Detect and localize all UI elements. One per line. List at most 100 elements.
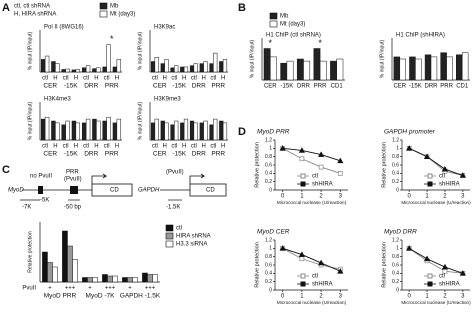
- group-label: DRR: [192, 151, 206, 158]
- bar: [116, 59, 122, 73]
- x-tick-label: 2: [319, 194, 323, 200]
- marker: [279, 245, 286, 251]
- marker: [298, 147, 305, 153]
- site-label: no PvuII: [30, 174, 52, 180]
- chart-title: GAPDH promoter: [384, 129, 436, 136]
- bar: [85, 65, 91, 73]
- x-tick-label: ctl: [83, 144, 89, 150]
- bar: [122, 277, 128, 283]
- bar: [152, 274, 158, 283]
- bar: [440, 52, 447, 81]
- x-tick-label: DRR: [297, 84, 311, 90]
- group-label: DRR: [84, 83, 98, 90]
- gene-diagram: MyoD CD no PvuII PRR (PvuII) -7K -5K -50…: [8, 170, 227, 211]
- bar: [112, 122, 118, 141]
- group-label: -15K: [172, 83, 186, 90]
- chart-title: Pol II (8WG16): [44, 25, 84, 31]
- bar: [154, 57, 159, 73]
- legend-swatch: [427, 181, 433, 187]
- bar: [40, 59, 46, 73]
- y-tick-label: 0.6: [265, 162, 272, 168]
- bar: [82, 277, 88, 283]
- x-tick-label: CD1: [331, 84, 344, 90]
- site-label: -1.5K: [166, 205, 180, 211]
- bar: [199, 122, 204, 141]
- bar: [219, 61, 224, 73]
- x-tick-label: +: [88, 286, 92, 292]
- bar: [164, 122, 169, 141]
- y-tick-label: 0.2: [392, 279, 399, 285]
- x-tick-label: CER: [393, 84, 406, 90]
- bar: [96, 67, 101, 73]
- legend-label: ctl: [439, 274, 445, 280]
- bar: [170, 124, 175, 141]
- bar: [55, 122, 60, 141]
- y-tick-label: 1.2: [265, 137, 272, 143]
- bar: [160, 120, 165, 141]
- legend-swatch: [99, 10, 108, 18]
- group-label: PRR: [105, 151, 119, 158]
- legend-label: ctl: [439, 174, 445, 180]
- y-tick-label: 0.6: [265, 262, 272, 268]
- bar: [92, 68, 97, 73]
- y-tick-label: 0.4: [265, 271, 272, 277]
- bar: [430, 56, 438, 81]
- marker: [299, 156, 305, 162]
- bar: [51, 61, 56, 73]
- marker: [459, 270, 466, 276]
- x-axis-label: Micrococcal nuclease (U/reaction): [401, 200, 471, 205]
- x-axis-label: Micrococcal nuclease (U/reaction): [277, 200, 347, 205]
- y-tick-label: 1: [269, 246, 272, 252]
- element: [70, 186, 78, 194]
- group-label: -15K: [64, 83, 78, 90]
- legend-swatch: [427, 173, 433, 179]
- bar: [203, 61, 208, 73]
- group-label: CER: [153, 83, 167, 90]
- x-tick-label: 1: [300, 194, 304, 200]
- legend-swatch: [300, 181, 306, 187]
- x-axis-label: Micrococcal nuclease (U/reaction): [277, 300, 347, 305]
- series-line: [408, 247, 463, 274]
- x-tick-label: ctl: [171, 144, 177, 150]
- panel-label: A: [2, 2, 10, 14]
- legend-swatch: [427, 281, 433, 287]
- x-tick-label: H: [182, 144, 186, 150]
- bar: [456, 54, 463, 81]
- y-axis-label: % input (IP/input): [27, 101, 33, 140]
- bar: [461, 52, 469, 81]
- bar: [180, 66, 185, 73]
- x-tick-label: H: [182, 76, 186, 82]
- marker: [337, 157, 344, 164]
- bar: [127, 277, 133, 283]
- x-tick-label: H: [162, 76, 166, 82]
- y-tick-label: 0.6: [392, 262, 399, 268]
- series-line: [282, 247, 341, 272]
- bar: [96, 120, 101, 141]
- annotation: *: [110, 34, 114, 44]
- y-tick-label: 0: [396, 187, 399, 193]
- bar: [263, 48, 271, 81]
- y-tick-label: 0.2: [265, 179, 272, 185]
- bar: [65, 120, 70, 141]
- group-label: MyoD PRR: [44, 293, 77, 300]
- bar: [189, 120, 195, 141]
- y-tick-label: 0: [269, 187, 272, 193]
- marker: [298, 251, 305, 257]
- bar: [112, 66, 118, 73]
- bar: [75, 69, 81, 73]
- x-tick-label: H: [115, 76, 119, 82]
- x-tick-label: ctl: [104, 76, 110, 82]
- bar: [319, 60, 327, 81]
- marker: [318, 151, 325, 157]
- series-line: [282, 147, 341, 174]
- bar: [209, 63, 214, 73]
- site-label: -7K: [22, 205, 31, 211]
- bar: [219, 120, 224, 141]
- y-tick-label: 0: [396, 287, 399, 293]
- x-tick-label: 2: [443, 294, 447, 300]
- y-tick-label: 1.2: [392, 237, 399, 243]
- bar: [71, 120, 77, 141]
- bar: [44, 55, 50, 73]
- marker: [279, 145, 286, 151]
